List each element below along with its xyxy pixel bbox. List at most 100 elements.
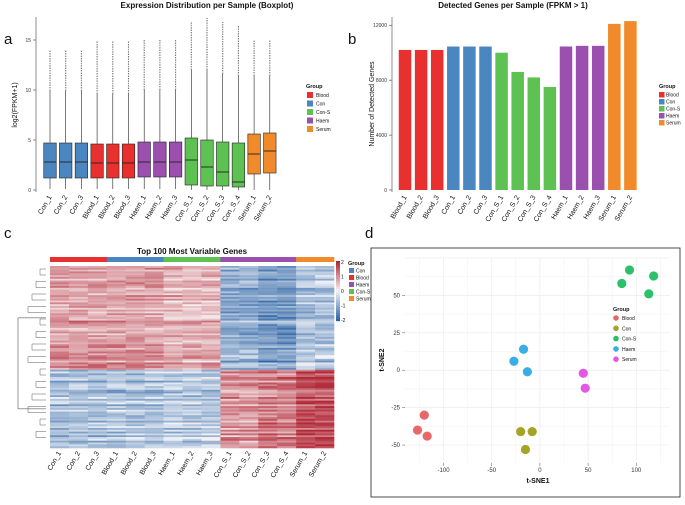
heatmap-cell [182, 364, 202, 367]
heatmap-cell [201, 424, 221, 427]
heatmap-cell [258, 304, 278, 307]
heatmap-cell [315, 411, 335, 414]
heatmap-cell [182, 417, 202, 420]
heatmap-cell [296, 397, 316, 400]
boxplot-box-haem-1 [137, 40, 151, 189]
heatmap-cell [258, 327, 278, 330]
heatmap-cell [277, 438, 297, 442]
heatmap-cell [182, 267, 202, 270]
bar-chart-legend-label-blood: Blood [666, 93, 679, 99]
heatmap-scale-label: -2 [341, 318, 346, 324]
heatmap-cell [258, 351, 278, 354]
heatmap-cell [106, 318, 127, 321]
heatmap-cell [315, 424, 335, 427]
heatmap-cell [106, 382, 127, 385]
heatmap-cell [50, 286, 70, 289]
heatmap-cell [220, 273, 240, 276]
heatmap-cell [220, 418, 240, 421]
heatmap-cell [220, 340, 240, 343]
heatmap-cell [220, 393, 240, 396]
heatmap-cell [258, 293, 278, 296]
heatmap-cell [296, 367, 316, 371]
heatmap-cell [106, 404, 127, 407]
tsne-legend-label-con-s: Con-S [622, 337, 637, 343]
heatmap-cell [68, 298, 89, 301]
heatmap-cell [163, 437, 183, 440]
heatmap-cell [125, 438, 145, 442]
heatmap-cell [106, 391, 127, 394]
heatmap-cell [182, 386, 202, 389]
heatmap-cell [258, 336, 278, 340]
heatmap-cell [239, 384, 259, 387]
heatmap-cell [258, 369, 278, 372]
heatmap-cell [201, 336, 221, 340]
boxplot-box-haem-3 [169, 40, 183, 189]
heatmap-legend-swatch-con-s [349, 289, 354, 294]
heatmap-cell [277, 406, 297, 409]
heatmap-cell [50, 336, 70, 340]
heatmap-cell [182, 307, 202, 310]
heatmap-cell [125, 409, 145, 412]
heatmap-cell [68, 282, 89, 285]
heatmap-cell [125, 335, 145, 338]
heatmap-cell [296, 276, 316, 280]
heatmap-cell [106, 387, 127, 391]
heatmap-cell [106, 286, 127, 289]
heatmap-cell [163, 411, 183, 414]
tsne-x-tick-label: 50 [585, 468, 592, 474]
heatmap-cell [106, 362, 127, 365]
heatmap-cell [296, 384, 316, 387]
bar-chart-legend-swatch-blood [659, 92, 665, 98]
heatmap-cell [315, 358, 335, 361]
dendrogram-branch [35, 281, 46, 288]
heatmap-scale-step [336, 295, 340, 298]
bar-serum-2 [624, 21, 637, 190]
heatmap-cell [68, 344, 89, 347]
heatmap-cell [87, 266, 108, 269]
heatmap-cell [87, 366, 108, 369]
heatmap-scale-step [336, 273, 340, 276]
heatmap-cell [182, 433, 202, 436]
heatmap-cell [125, 344, 145, 347]
heatmap-cell [144, 360, 164, 363]
heatmap-cell [220, 307, 240, 310]
heatmap-cell [315, 291, 335, 294]
heatmap-cell [182, 371, 202, 374]
heatmap-cell [315, 266, 335, 269]
heatmap-cell [144, 433, 164, 436]
heatmap-cell [296, 302, 316, 305]
heatmap-cell [220, 315, 240, 318]
heatmap-cell [68, 351, 89, 354]
heatmap-cell [144, 335, 164, 338]
heatmap-scale-step [336, 283, 340, 286]
heatmap-cell [201, 433, 221, 436]
heatmap-cell [239, 304, 259, 307]
heatmap-cell [277, 318, 297, 321]
heatmap-cell [277, 377, 297, 380]
heatmap-cell [68, 324, 89, 327]
boxplot-legend-label-con: Con [316, 102, 325, 108]
heatmap-cell [220, 358, 240, 361]
heatmap-cell [315, 366, 335, 369]
heatmap-cell [50, 327, 70, 330]
heatmap-cell [182, 444, 202, 447]
heatmap-cell [144, 346, 164, 349]
heatmap-annotation-serum-2 [315, 257, 335, 262]
heatmap-cell [239, 302, 259, 305]
heatmap-cell [50, 366, 70, 369]
heatmap-cell [50, 415, 70, 418]
heatmap-cell [68, 295, 89, 298]
heatmap-cell [106, 278, 127, 281]
heatmap-cell [201, 364, 221, 367]
heatmap-cell [315, 389, 335, 392]
heatmap-cell [144, 424, 164, 427]
heatmap-scale-step [336, 309, 340, 312]
heatmap-cell [106, 367, 127, 371]
heatmap-cell [50, 440, 70, 443]
heatmap-cell [125, 340, 145, 343]
heatmap-cell [87, 378, 108, 381]
heatmap-cell [87, 442, 108, 445]
heatmap-cell [239, 327, 259, 330]
heatmap-cell [163, 424, 183, 427]
